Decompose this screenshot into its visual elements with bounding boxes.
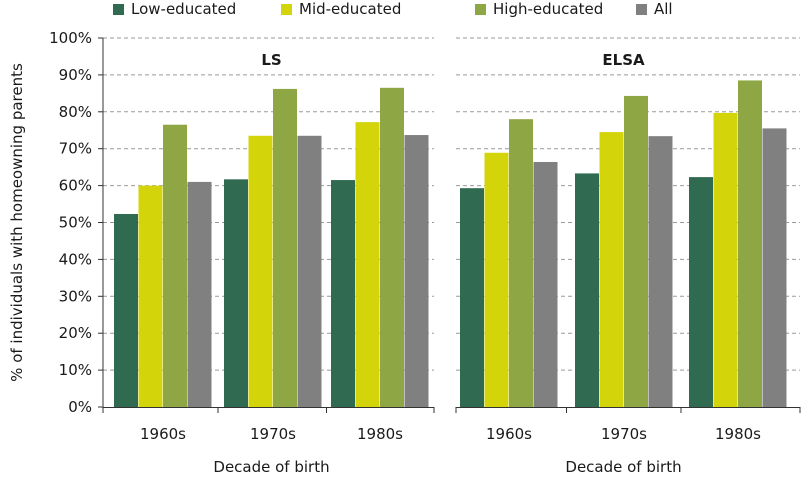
bar-elsa-1980s-all [762,128,787,407]
x-axis-title: Decade of birth [213,458,329,476]
legend: Low-educated Mid-educated High-educated … [0,0,810,20]
bar-ls-1980s-high-educated [380,87,404,407]
bar-ls-1980s-low-educated [331,180,355,407]
bar-elsa-1980s-mid-educated [713,112,738,408]
bar-ls-1970s-high-educated [273,88,297,407]
panel-title-ls: LS [261,51,281,69]
bar-elsa-1980s-low-educated [689,177,713,407]
bar-elsa-1980s-high-educated [738,80,762,407]
bar-ls-1980s-all [404,135,429,407]
y-tick-label: 70% [59,140,92,158]
y-tick-label: 20% [59,324,92,342]
x-tick-label: 1970s [250,425,296,443]
y-axis-title: % of individuals with homeowning parents [8,63,26,382]
y-tick-label: 100% [49,29,92,47]
y-tick-label: 40% [59,250,92,268]
bar-ls-1970s-low-educated [224,179,248,407]
legend-swatch-mid-educated [281,3,292,15]
legend-swatch-low-educated [113,3,124,15]
bar-elsa-1970s-low-educated [575,173,599,407]
legend-label-high-educated: High-educated [493,0,604,18]
bar-ls-1980s-mid-educated [355,122,380,407]
bar-ls-1960s-low-educated [114,214,138,407]
x-tick-label: 1960s [140,425,186,443]
legend-swatch-high-educated [475,3,486,15]
x-tick-label: 1980s [357,425,403,443]
legend-label-mid-educated: Mid-educated [299,0,402,18]
bar-ls-1970s-mid-educated [248,135,273,407]
y-tick-label: 80% [59,103,92,121]
x-tick-label: 1970s [601,425,647,443]
x-tick-label: 1960s [486,425,532,443]
legend-item-all: All [636,0,673,18]
bar-elsa-1960s-low-educated [460,188,484,407]
bar-elsa-1970s-all [648,136,673,408]
y-tick-label: 30% [59,287,92,305]
x-axis-title: Decade of birth [565,458,681,476]
legend-item-high-educated: High-educated [475,0,603,18]
legend-swatch-all [636,3,647,15]
y-tick-label: 90% [59,66,92,84]
bar-ls-1970s-all [297,135,322,407]
bar-ls-1960s-all [187,181,212,407]
bar-elsa-1960s-all [533,161,558,407]
bar-ls-1960s-high-educated [163,124,187,407]
bar-elsa-1960s-high-educated [509,119,533,408]
y-tick-label: 50% [59,214,92,232]
legend-label-low-educated: Low-educated [131,0,237,18]
legend-label-all: All [654,0,673,18]
bar-elsa-1960s-mid-educated [484,152,509,407]
legend-item-mid-educated: Mid-educated [281,0,401,18]
y-tick-label: 60% [59,177,92,195]
y-tick-label: 0% [68,398,92,416]
legend-item-low-educated: Low-educated [113,0,236,18]
panel-title-elsa: ELSA [602,51,645,69]
bar-elsa-1970s-mid-educated [599,132,624,407]
y-tick-label: 10% [59,361,92,379]
bar-ls-1960s-mid-educated [138,185,163,407]
bar-elsa-1970s-high-educated [624,95,648,408]
x-tick-label: 1980s [715,425,761,443]
